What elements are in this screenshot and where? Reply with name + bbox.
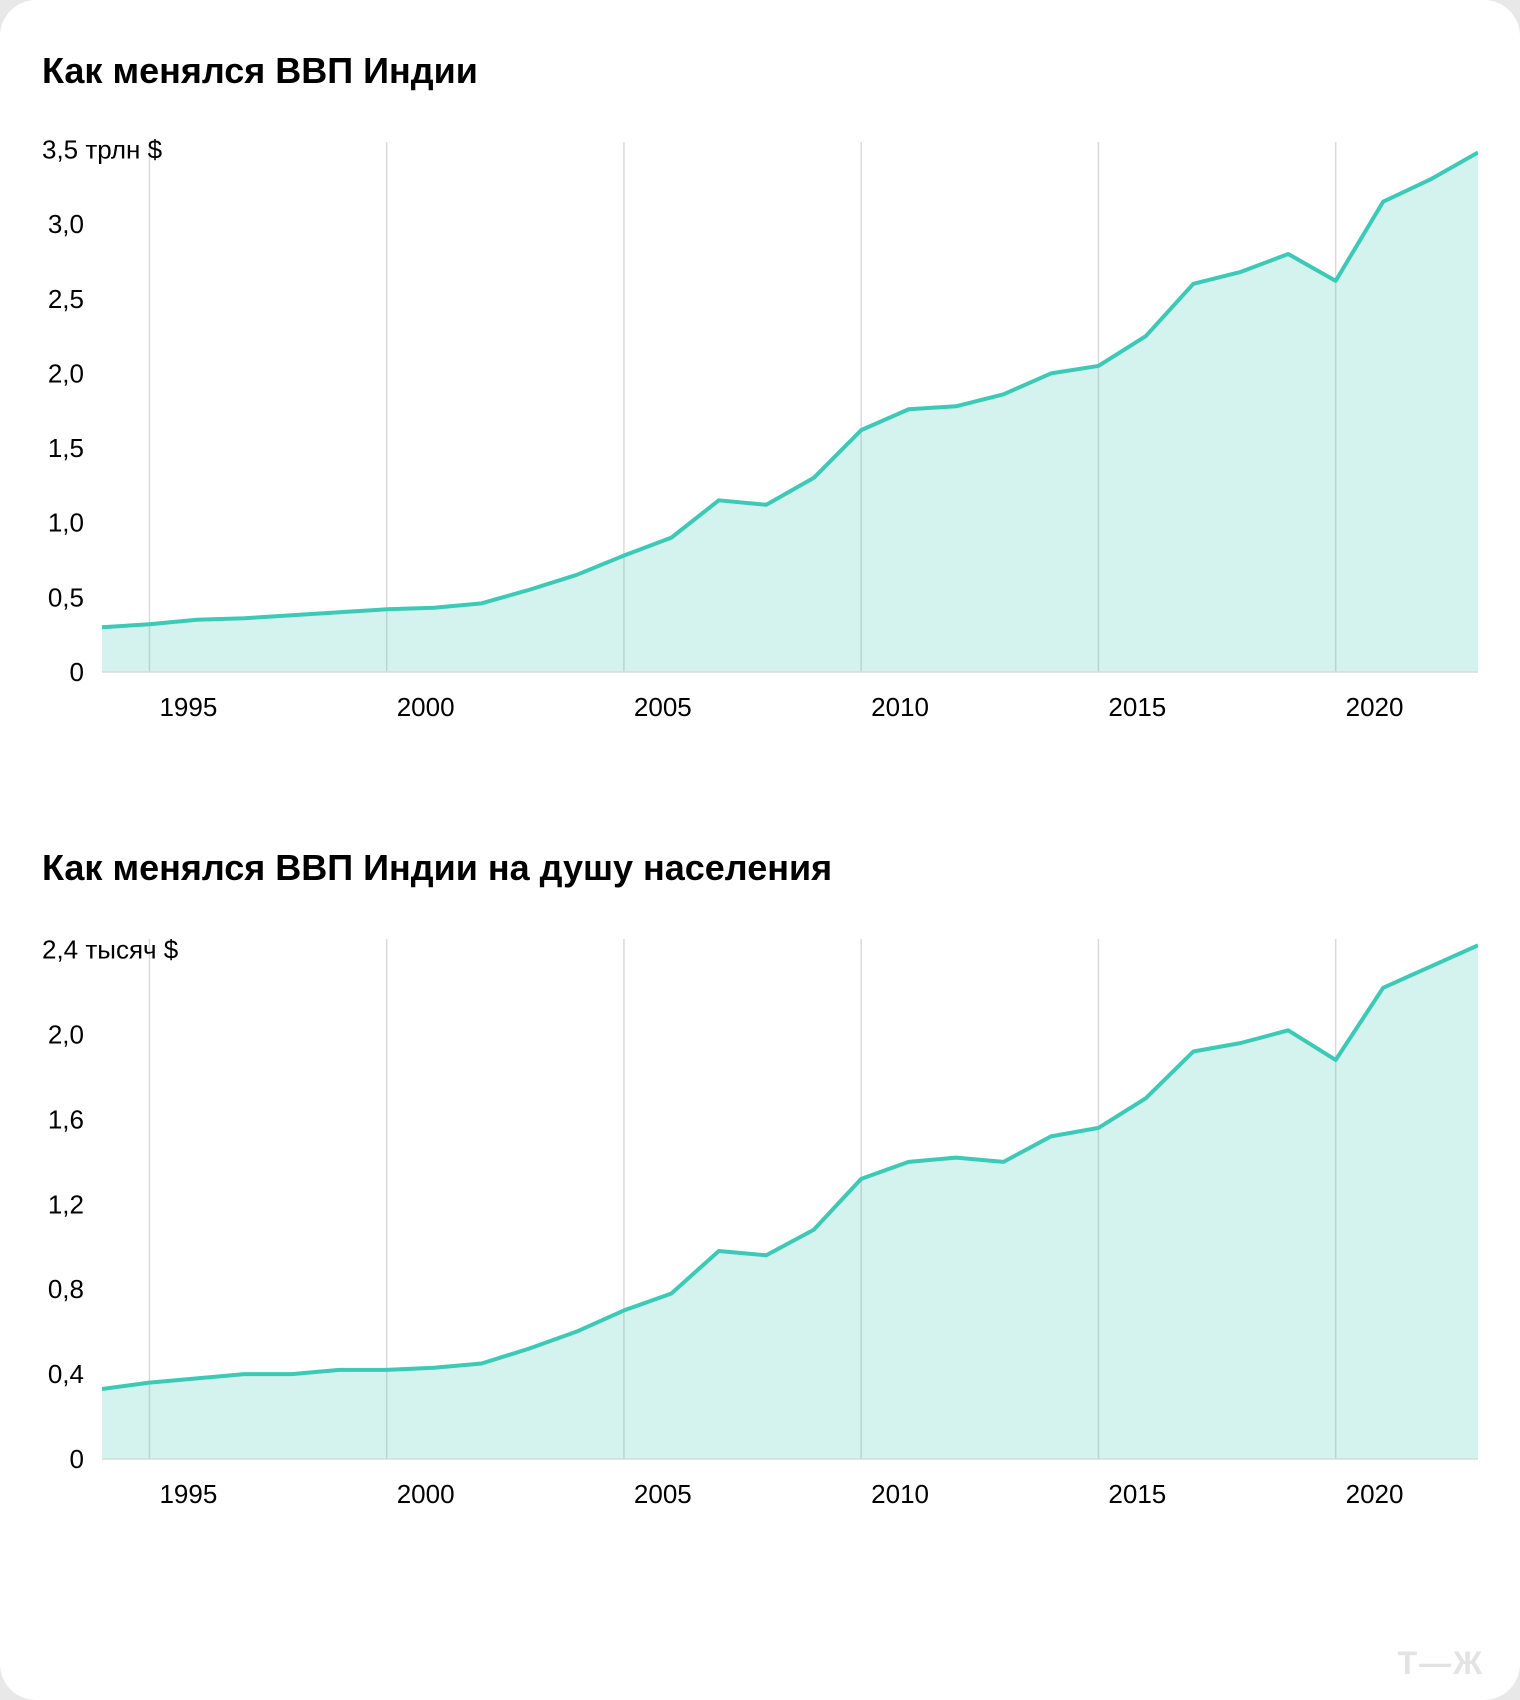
y-axis-label: 3,0 [48,209,84,239]
area-chart-gdp: 0 0,5 1,0 1,5 2,0 2,5 3,0 3,5 трлн $ 1995 2000 200… [42,122,1478,752]
x-axis-label: 2005 [634,1479,692,1509]
y-axis-label: 2,0 [48,358,84,388]
y-axis-label: 0 [70,657,84,687]
chart-gdp-per-capita: Как менялся ВВП Индии на душу населения … [42,847,1478,1544]
chart-title: Как менялся ВВП Индии на душу населения [42,847,1478,889]
chart-canvas-gdp-per-capita: 0 0,4 0,8 1,2 1,6 2,0 2,4 тысяч $ 1995 2000 2005 2… [42,919,1478,1544]
y-axis-label: 2,4 тысяч $ [42,935,179,965]
x-axis-label: 2015 [1108,692,1166,722]
y-axis-label: 2,0 [48,1020,84,1050]
chart-title: Как менялся ВВП Индии [42,50,1478,92]
x-axis-label: 2010 [871,692,929,722]
y-axis-label: 0,4 [48,1359,84,1389]
chart-area [102,945,1478,1459]
chart-gdp: Как менялся ВВП Индии 0 0,5 1,0 1,5 2,0 2,5 3,… [42,50,1478,757]
y-axis-label: 2,5 [48,284,84,314]
y-axis-label: 1,5 [48,433,84,463]
x-axis-label: 2020 [1346,1479,1404,1509]
x-axis-label: 1995 [159,1479,217,1509]
x-axis-label: 2005 [634,692,692,722]
chart-canvas-gdp: 0 0,5 1,0 1,5 2,0 2,5 3,0 3,5 трлн $ 1995 2000 200… [42,122,1478,757]
x-axis-label: 1995 [159,692,217,722]
x-axis-label: 2015 [1108,1479,1166,1509]
y-axis-label: 1,2 [48,1189,84,1219]
y-axis-label: 0,5 [48,582,84,612]
y-axis-label: 0 [70,1444,84,1474]
x-axis-label: 2000 [397,692,455,722]
chart-spacer [42,757,1478,847]
x-axis-label: 2010 [871,1479,929,1509]
chart-card: Как менялся ВВП Индии 0 0,5 1,0 1,5 2,0 2,5 3,… [0,0,1520,1700]
chart-area [102,152,1478,672]
x-axis-label: 2000 [397,1479,455,1509]
y-axis-label: 0,8 [48,1274,84,1304]
y-axis-label: 1,0 [48,508,84,538]
x-axis-label: 2020 [1346,692,1404,722]
watermark: Т—Ж [1398,1645,1484,1682]
y-axis-label: 3,5 трлн $ [42,134,163,164]
area-chart-gdp-per-capita: 0 0,4 0,8 1,2 1,6 2,0 2,4 тысяч $ 1995 2000 2005 2… [42,919,1478,1539]
y-axis-label: 1,6 [48,1104,84,1134]
